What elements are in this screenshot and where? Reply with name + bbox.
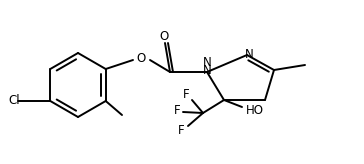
Text: HO: HO bbox=[246, 103, 264, 116]
Text: F: F bbox=[178, 123, 184, 136]
Text: F: F bbox=[183, 89, 189, 102]
Text: O: O bbox=[136, 52, 146, 65]
Text: O: O bbox=[159, 30, 169, 42]
Text: N: N bbox=[203, 63, 211, 76]
Text: N: N bbox=[245, 48, 253, 61]
Text: F: F bbox=[174, 103, 180, 116]
Text: N: N bbox=[203, 55, 211, 69]
Text: Cl: Cl bbox=[8, 94, 20, 107]
